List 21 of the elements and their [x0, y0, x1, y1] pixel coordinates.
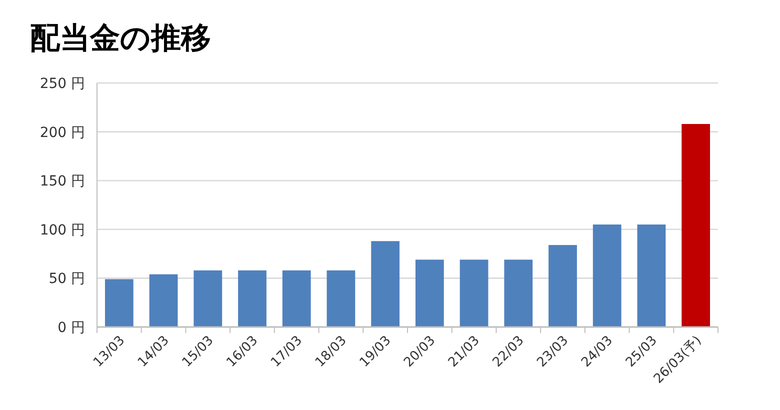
y-tick-label: 100 円 — [40, 222, 85, 238]
y-tick-label: 50 円 — [48, 271, 85, 288]
bar — [548, 245, 577, 327]
bar — [149, 274, 178, 327]
bar — [104, 279, 134, 327]
bar — [637, 224, 666, 327]
bar — [504, 260, 533, 327]
y-tick-label: 0 円 — [58, 320, 85, 336]
bar — [326, 270, 356, 327]
y-tick-label: 150 円 — [40, 174, 85, 190]
y-tick-label: 200 円 — [40, 124, 85, 141]
bar — [415, 260, 444, 327]
bar — [682, 124, 710, 327]
bar — [238, 270, 266, 327]
bar — [460, 260, 488, 327]
bar — [371, 241, 400, 327]
bar — [194, 270, 222, 327]
chart-title: 配当金の推移 — [30, 21, 211, 56]
bar — [282, 270, 311, 327]
y-tick-label: 250 円 — [40, 76, 85, 92]
bar — [592, 224, 622, 327]
